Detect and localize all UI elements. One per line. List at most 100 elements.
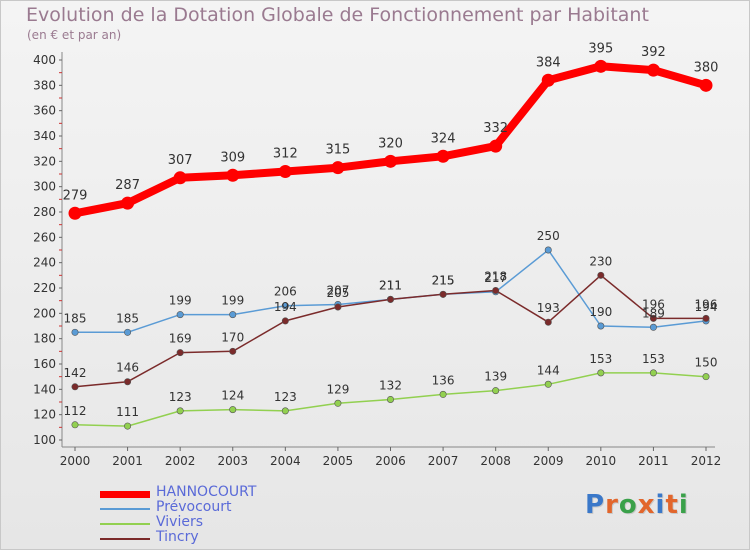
data-point-pr-vocourt <box>281 302 289 310</box>
data-label-pr-vocourt: 250 <box>537 229 560 243</box>
y-tick-label: 140 <box>33 382 56 396</box>
data-point-tincry <box>281 317 289 325</box>
data-point-viviers <box>544 380 552 388</box>
legend-swatch <box>100 508 150 510</box>
data-point-viviers <box>71 421 79 429</box>
data-label-viviers: 139 <box>484 370 507 384</box>
y-tick-label: 360 <box>33 104 56 118</box>
data-label-viviers: 112 <box>64 404 87 418</box>
x-tick-label: 2010 <box>586 454 617 468</box>
data-point-pr-vocourt <box>71 328 79 336</box>
data-point-tincry <box>439 290 447 298</box>
data-label-pr-vocourt: 185 <box>116 311 139 325</box>
data-label-hannocourt: 315 <box>326 143 351 158</box>
data-point-tincry <box>334 303 342 311</box>
data-label-viviers: 124 <box>221 389 244 403</box>
data-label-viviers: 111 <box>116 405 139 419</box>
data-point-tincry <box>544 318 552 326</box>
data-label-viviers: 123 <box>169 390 192 404</box>
data-point-tincry <box>649 314 657 322</box>
data-point-hannocourt <box>646 63 660 77</box>
data-label-tincry: 146 <box>116 361 139 375</box>
data-label-viviers: 132 <box>379 378 402 392</box>
y-tick-label: 260 <box>33 230 56 244</box>
legend-label: Tincry <box>156 529 199 545</box>
data-label-pr-vocourt: 217 <box>484 271 507 285</box>
data-label-viviers: 153 <box>589 352 612 366</box>
y-tick-label: 120 <box>33 408 56 422</box>
legend-swatch <box>100 538 150 540</box>
data-point-hannocourt <box>278 164 292 178</box>
x-tick-label: 2002 <box>165 454 196 468</box>
data-point-pr-vocourt <box>229 311 237 319</box>
data-label-hannocourt: 324 <box>431 131 456 146</box>
data-point-viviers <box>597 369 605 377</box>
data-point-tincry <box>386 295 394 303</box>
chart-subtitle: (en € et par an) <box>27 28 122 42</box>
data-label-pr-vocourt: 194 <box>695 300 718 314</box>
data-label-hannocourt: 320 <box>378 136 403 151</box>
data-point-hannocourt <box>121 196 135 210</box>
y-tick-label: 300 <box>33 180 56 194</box>
legend-label: Viviers <box>156 514 203 530</box>
data-point-viviers <box>176 407 184 415</box>
data-point-hannocourt <box>541 73 555 87</box>
x-tick-label: 2008 <box>480 454 511 468</box>
x-tick-label: 2000 <box>60 454 91 468</box>
data-label-hannocourt: 312 <box>273 146 298 161</box>
data-label-hannocourt: 309 <box>220 150 245 165</box>
y-tick-label: 240 <box>33 256 56 270</box>
data-label-pr-vocourt: 199 <box>221 294 244 308</box>
data-label-hannocourt: 279 <box>63 188 88 203</box>
x-tick-label: 2005 <box>323 454 354 468</box>
x-tick-label: 2009 <box>533 454 564 468</box>
chart-title: Evolution de la Dotation Globale de Fonc… <box>26 4 649 26</box>
data-label-hannocourt: 287 <box>115 178 140 193</box>
x-tick-label: 2011 <box>638 454 669 468</box>
y-tick-label: 100 <box>33 433 56 447</box>
y-tick-label: 160 <box>33 357 56 371</box>
data-label-viviers: 144 <box>537 363 560 377</box>
data-point-hannocourt <box>331 161 345 175</box>
data-point-hannocourt <box>489 139 503 153</box>
data-label-pr-vocourt: 199 <box>169 294 192 308</box>
data-label-pr-vocourt: 206 <box>274 285 297 299</box>
data-label-tincry: 215 <box>432 273 455 287</box>
x-tick-label: 2001 <box>112 454 143 468</box>
y-tick-label: 320 <box>33 154 56 168</box>
data-point-tincry <box>229 347 237 355</box>
data-point-hannocourt <box>226 168 240 182</box>
data-point-viviers <box>229 406 237 414</box>
data-label-pr-vocourt: 215 <box>432 273 455 287</box>
data-point-pr-vocourt <box>597 322 605 330</box>
x-tick-label: 2006 <box>375 454 406 468</box>
data-label-pr-vocourt: 207 <box>326 283 349 297</box>
data-label-pr-vocourt: 189 <box>642 306 665 320</box>
data-point-hannocourt <box>594 59 608 73</box>
data-label-pr-vocourt: 211 <box>379 278 402 292</box>
data-point-hannocourt <box>173 171 187 185</box>
legend-label: HANNOCOURT <box>156 484 257 500</box>
y-tick-label: 280 <box>33 205 56 219</box>
data-label-viviers: 153 <box>642 352 665 366</box>
data-point-tincry <box>71 383 79 391</box>
data-label-viviers: 129 <box>326 382 349 396</box>
data-point-pr-vocourt <box>124 328 132 336</box>
data-label-tincry: 196 <box>695 297 718 311</box>
data-label-tincry: 230 <box>589 254 612 268</box>
data-label-hannocourt: 380 <box>694 60 719 75</box>
data-label-viviers: 150 <box>695 356 718 370</box>
data-label-pr-vocourt: 185 <box>64 311 87 325</box>
proxiti-logo: Proxiti <box>585 490 689 520</box>
data-point-viviers <box>492 387 500 395</box>
y-tick-label: 200 <box>33 306 56 320</box>
data-label-viviers: 123 <box>274 390 297 404</box>
x-tick-label: 2007 <box>428 454 459 468</box>
data-point-tincry <box>124 378 132 386</box>
data-label-hannocourt: 392 <box>641 45 666 60</box>
data-label-viviers: 136 <box>432 373 455 387</box>
data-point-viviers <box>281 407 289 415</box>
data-point-viviers <box>334 399 342 407</box>
data-label-tincry: 205 <box>326 286 349 300</box>
data-label-tincry: 142 <box>64 366 87 380</box>
